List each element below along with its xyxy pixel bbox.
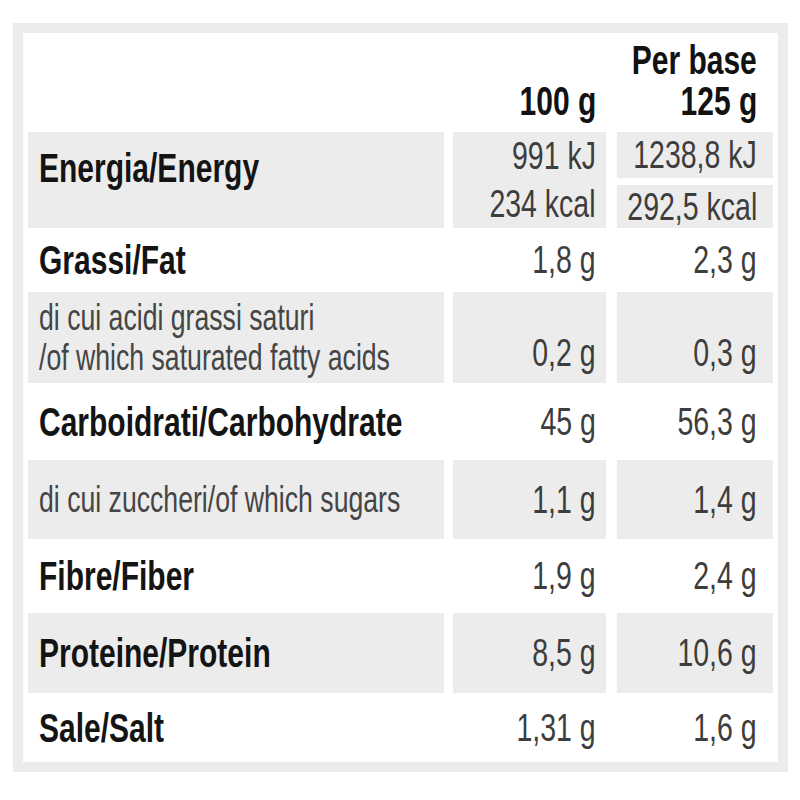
energy-kcal-100g: 234 kcal: [490, 184, 596, 224]
saturated-fat-value-base: 0,3 g: [694, 333, 757, 373]
energy-kj-100g: 991 kJ: [512, 136, 596, 176]
fiber-value-base-cell: 2,4 g: [617, 539, 773, 613]
column-gutter: [606, 460, 617, 539]
column-gutter: [444, 132, 453, 228]
salt-value-base-cell: 1,6 g: [617, 693, 773, 762]
fat-label-cell: Grassi/Fat: [28, 228, 444, 292]
saturated-fat-label-cell: di cui acidi grassi saturi /of which sat…: [28, 292, 444, 383]
column-gutter: [444, 539, 453, 613]
column-gutter: [444, 693, 453, 762]
saturated-fat-label-en: /of which saturated fatty acids: [39, 338, 390, 378]
column-gutter: [606, 33, 617, 132]
energy-kj-base-cell: 1238,8 kJ: [617, 132, 773, 178]
column-gutter: [444, 292, 453, 383]
sugars-label: di cui zuccheri/of which sugars: [39, 480, 400, 520]
energy-value-100g-cell: 991 kJ 234 kcal: [453, 132, 606, 228]
saturated-fat-value-100g: 0,2 g: [533, 333, 596, 373]
row-fiber: Fibre/Fiber 1,9 g 2,4 g: [28, 539, 776, 613]
sugars-value-base-cell: 1,4 g: [617, 460, 773, 539]
column-gutter: [606, 292, 617, 383]
cell-divider: [617, 178, 773, 185]
protein-label-cell: Proteine/Protein: [28, 613, 444, 693]
carbohydrate-value-100g-cell: 45 g: [453, 383, 606, 460]
energy-kj-base: 1238,8 kJ: [633, 135, 757, 175]
table-frame: 100 g Per base 125 g Energia/Energy 991 …: [13, 23, 788, 772]
fiber-label-cell: Fibre/Fiber: [28, 539, 444, 613]
fat-value-100g: 1,8 g: [533, 240, 596, 280]
energy-value-base-cell: 1238,8 kJ 292,5 kcal: [617, 132, 773, 228]
column-header-per-base: Per base 125 g: [617, 33, 773, 132]
energy-kcal-base: 292,5 kcal: [627, 187, 757, 227]
sugars-value-100g-cell: 1,1 g: [453, 460, 606, 539]
fat-value-base-cell: 2,3 g: [617, 228, 773, 292]
row-carbohydrate: Carboidrati/Carbohydrate 45 g 56,3 g: [28, 383, 776, 460]
row-energy: Energia/Energy 991 kJ 234 kcal 1238,8 kJ…: [28, 132, 776, 228]
row-protein: Proteine/Protein 8,5 g 10,6 g: [28, 613, 776, 693]
header-per-base-text: Per base: [632, 40, 757, 81]
column-gutter: [606, 228, 617, 292]
protein-value-base-cell: 10,6 g: [617, 613, 773, 693]
saturated-fat-value-base-cell: 0,3 g: [617, 292, 773, 383]
column-gutter: [606, 132, 617, 228]
column-gutter: [606, 383, 617, 460]
salt-value-base: 1,6 g: [694, 708, 757, 748]
carbohydrate-value-base: 56,3 g: [678, 402, 757, 442]
energy-label: Energia/Energy: [39, 148, 259, 188]
header-125g-text: 125 g: [680, 81, 757, 122]
column-gutter: [444, 613, 453, 693]
column-header-100g: 100 g: [453, 33, 606, 132]
energy-label-cell: Energia/Energy: [28, 132, 444, 228]
protein-value-100g-cell: 8,5 g: [453, 613, 606, 693]
row-fat: Grassi/Fat 1,8 g 2,3 g: [28, 228, 776, 292]
fiber-value-base: 2,4 g: [694, 556, 757, 596]
column-gutter: [606, 539, 617, 613]
header-100g-text: 100 g: [519, 81, 596, 122]
column-gutter: [606, 613, 617, 693]
saturated-fat-label-it: di cui acidi grassi saturi: [39, 298, 314, 338]
sugars-value-100g: 1,1 g: [533, 480, 596, 520]
saturated-fat-value-100g-cell: 0,2 g: [453, 292, 606, 383]
header-row: 100 g Per base 125 g: [28, 33, 776, 132]
carbohydrate-label-cell: Carboidrati/Carbohydrate: [28, 383, 444, 460]
energy-kcal-base-cell: 292,5 kcal: [617, 185, 773, 228]
fiber-label: Fibre/Fiber: [39, 556, 194, 596]
salt-value-100g: 1,31 g: [517, 708, 596, 748]
salt-label-cell: Sale/Salt: [28, 693, 444, 762]
carbohydrate-value-100g: 45 g: [541, 402, 596, 442]
salt-label: Sale/Salt: [39, 708, 164, 748]
column-gutter: [444, 383, 453, 460]
salt-value-100g-cell: 1,31 g: [453, 693, 606, 762]
fat-label: Grassi/Fat: [39, 240, 186, 280]
column-gutter: [606, 693, 617, 762]
carbohydrate-value-base-cell: 56,3 g: [617, 383, 773, 460]
column-gutter: [444, 33, 453, 132]
row-salt: Sale/Salt 1,31 g 1,6 g: [28, 693, 776, 762]
header-spacer: [28, 33, 444, 132]
column-gutter: [444, 460, 453, 539]
fat-value-base: 2,3 g: [694, 240, 757, 280]
fiber-value-100g-cell: 1,9 g: [453, 539, 606, 613]
carbohydrate-label: Carboidrati/Carbohydrate: [39, 402, 402, 442]
sugars-label-cell: di cui zuccheri/of which sugars: [28, 460, 444, 539]
column-gutter: [444, 228, 453, 292]
protein-value-100g: 8,5 g: [533, 633, 596, 673]
row-saturated-fat: di cui acidi grassi saturi /of which sat…: [28, 292, 776, 383]
protein-value-base: 10,6 g: [678, 633, 757, 673]
protein-label: Proteine/Protein: [39, 633, 271, 673]
nutrition-table: 100 g Per base 125 g Energia/Energy 991 …: [28, 33, 776, 762]
fat-value-100g-cell: 1,8 g: [453, 228, 606, 292]
sugars-value-base: 1,4 g: [694, 480, 757, 520]
fiber-value-100g: 1,9 g: [533, 556, 596, 596]
row-sugars: di cui zuccheri/of which sugars 1,1 g 1,…: [28, 460, 776, 539]
